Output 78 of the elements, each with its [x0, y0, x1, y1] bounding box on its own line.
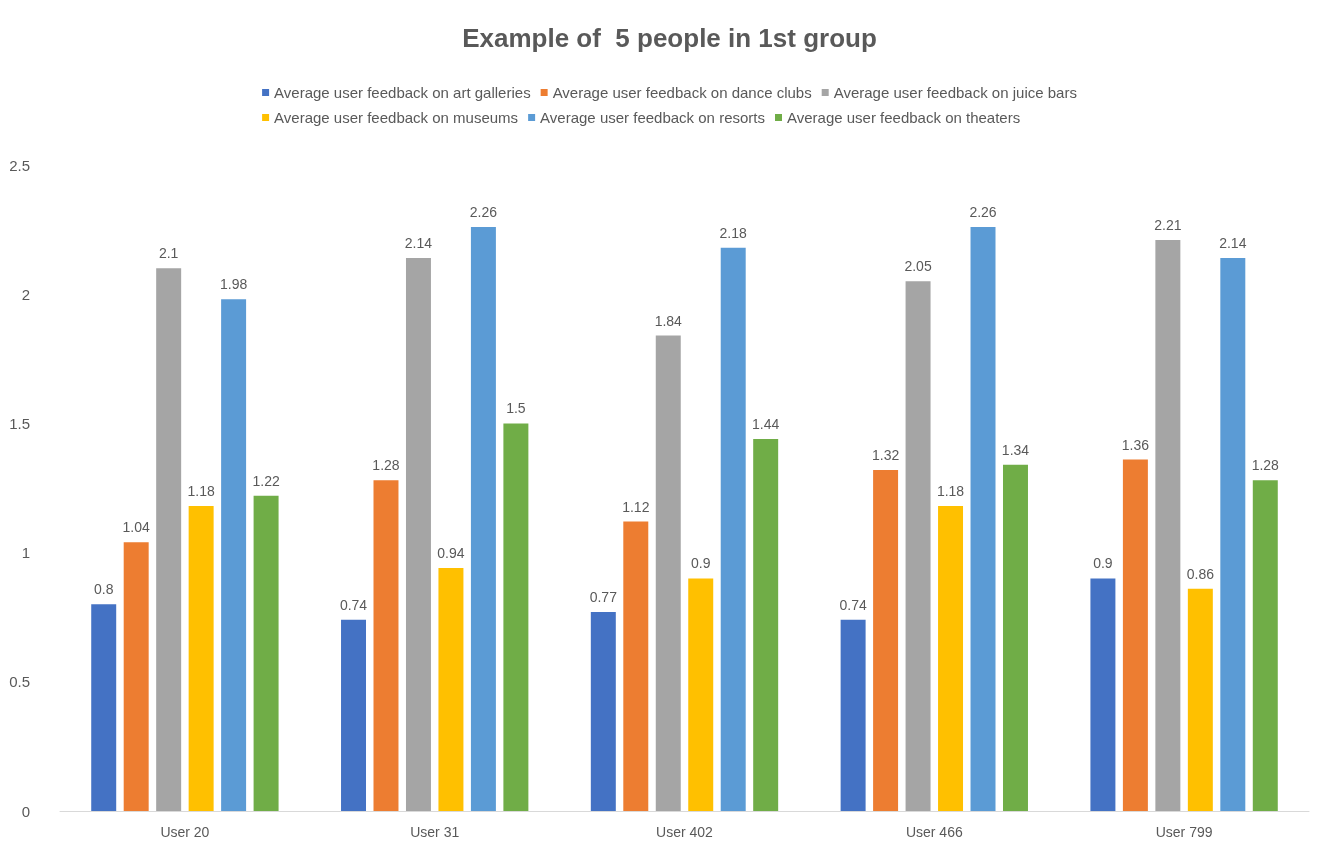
bar [438, 568, 464, 811]
data-label: 0.77 [589, 589, 618, 606]
bar [905, 281, 931, 811]
data-label: 1.32 [871, 446, 900, 463]
data-label: 2.26 [469, 204, 498, 221]
bar [1187, 588, 1213, 811]
data-label: 1.28 [1251, 457, 1280, 474]
bar [341, 619, 367, 811]
chart-title: Example of 5 people in 1st group [462, 23, 877, 53]
data-label: 1.12 [622, 498, 650, 515]
bar [123, 542, 149, 811]
bar [970, 227, 996, 811]
bar [221, 299, 247, 811]
bar [873, 469, 899, 811]
data-label: 0.8 [93, 581, 114, 598]
data-label: 0.9 [1093, 555, 1113, 572]
bar [91, 604, 117, 811]
data-label: 2.14 [404, 235, 433, 252]
data-label: 2.18 [719, 224, 748, 241]
bar [753, 438, 779, 811]
data-label: 1.44 [752, 415, 780, 432]
bar [156, 268, 182, 811]
x-tick-label: User 402 [656, 824, 714, 840]
x-tick-label: User 799 [1155, 824, 1213, 840]
x-tick-label: User 31 [410, 824, 460, 840]
data-label: 2.1 [158, 245, 179, 262]
y-tick-label: 1.5 [9, 414, 30, 432]
bar [1220, 258, 1246, 811]
bar [373, 480, 399, 811]
legend-label: Average user feedback on museums [274, 109, 519, 126]
bar [1155, 239, 1181, 811]
data-label: 0.9 [691, 555, 711, 572]
data-label: 1.28 [372, 457, 400, 474]
legend-label: Average user feedback on juice bars [833, 84, 1077, 101]
bar [655, 335, 681, 811]
bar [188, 506, 214, 811]
data-label: 1.5 [506, 400, 526, 417]
data-label: 1.36 [1121, 436, 1150, 453]
data-label: 2.05 [904, 258, 932, 275]
legend-label: Average user feedback on resorts [540, 109, 765, 126]
bar [1252, 480, 1278, 811]
x-tick-label: User 466 [905, 824, 963, 840]
data-label: 1.34 [1001, 441, 1030, 458]
bar [1090, 578, 1116, 811]
bar [623, 521, 649, 811]
bar [253, 495, 279, 811]
data-label: 0.86 [1186, 565, 1215, 582]
data-label: 2.26 [969, 204, 997, 221]
data-label: 1.84 [654, 312, 683, 329]
y-tick-label: 0 [21, 802, 30, 820]
data-label: 1.22 [252, 472, 280, 489]
bar [503, 423, 529, 811]
data-label: 1.04 [122, 519, 151, 536]
data-label: 0.74 [339, 596, 368, 613]
legend-label: Average user feedback on theaters [786, 109, 1021, 126]
data-label: 1.18 [936, 483, 965, 500]
legend-label: Average user feedback on art galleries [274, 84, 531, 101]
bar [840, 619, 866, 811]
data-label: 0.94 [437, 545, 465, 562]
bar [590, 612, 616, 811]
x-tick-label: User 20 [160, 824, 210, 840]
legend-label: Average user feedback on dance clubs [552, 84, 812, 101]
y-tick-label: 1 [21, 544, 30, 562]
bar [470, 227, 496, 811]
y-tick-label: 2 [21, 285, 30, 303]
data-label: 2.21 [1154, 216, 1182, 233]
data-label: 0.74 [839, 596, 867, 613]
bar [688, 578, 714, 811]
y-tick-label: 2.5 [9, 156, 30, 174]
bar [1002, 464, 1028, 811]
data-label: 1.98 [219, 276, 248, 293]
data-label: 1.18 [187, 483, 215, 500]
bar [405, 258, 431, 811]
y-tick-label: 0.5 [9, 673, 30, 691]
bar [938, 506, 964, 811]
bar [720, 247, 746, 811]
data-label: 2.14 [1219, 235, 1247, 252]
bar [1122, 459, 1148, 811]
